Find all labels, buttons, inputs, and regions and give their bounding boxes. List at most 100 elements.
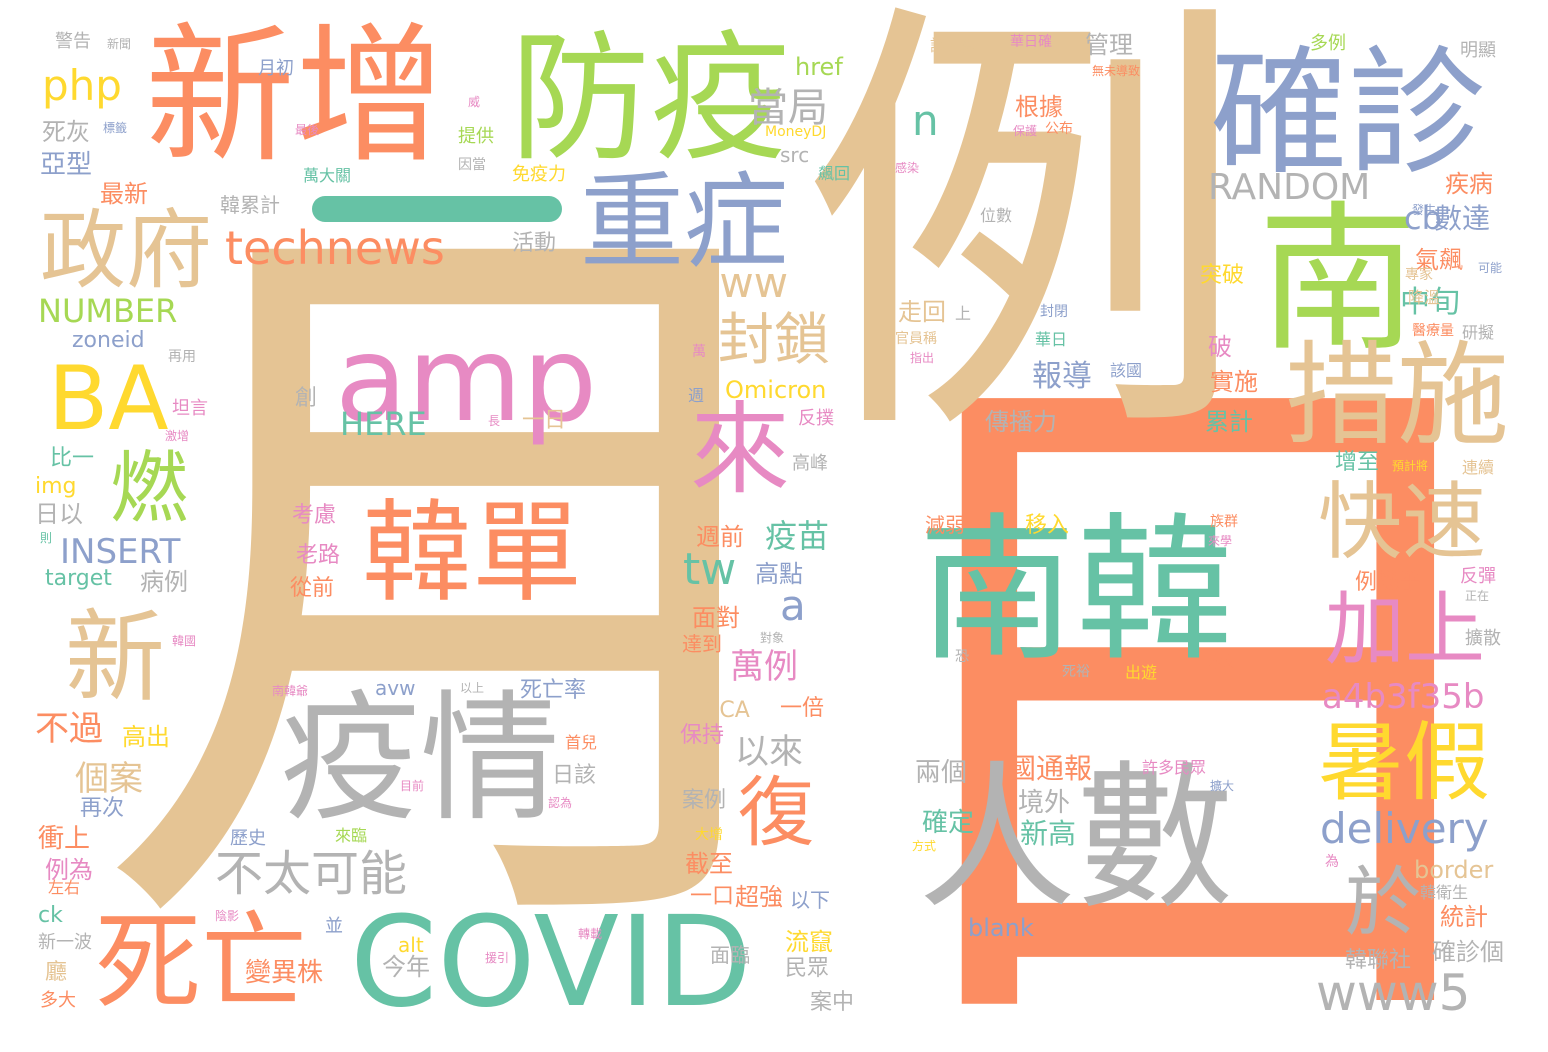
word-miandui: 面對 [692,604,740,632]
word-fasheng: 發生 [1412,203,1437,217]
word-guanli: 管理 [1085,31,1133,59]
word-yuanju: 援引 [485,951,510,965]
word-lishi: 歷史 [230,828,266,849]
word-zhengzai: 正在 [1465,589,1490,603]
word-cb: cb [1404,199,1442,237]
word-zengzhi: 增至 [1335,450,1380,475]
word-yindang: 因當 [458,157,486,173]
word-kaolv: 考慮 [292,503,337,528]
word-queding: 確定 [922,808,975,838]
word-siwang: 死亡 [95,901,307,1024]
word-xingao: 新高 [1020,817,1077,850]
word-mingxian: 明顯 [1460,40,1496,61]
word-quezhen: 確診 [1210,33,1487,194]
word-yilai: 以來 [735,732,803,772]
word-chuanbo: 傳播力 [985,408,1057,436]
word-bingli: 病例 [140,568,188,596]
word-kuaisu: 快速 [1318,473,1487,571]
word-minzhong: 民眾 [785,956,830,981]
word-dazeng: 大增 [695,827,723,843]
word-huarique: 華日確 [1010,34,1052,50]
word-jiashang: 加上 [1325,583,1485,676]
word-duoli: 多例 [1310,33,1346,54]
word-a: a [780,581,806,630]
word-ganran: 感染 [895,161,920,175]
word-jiezhi: 截至 [685,850,733,878]
word-laolin: 來臨 [335,826,368,845]
word-shuda: 數達 [1434,202,1491,235]
word-hankeji: 韓累計 [220,193,280,217]
word-weiyi: 為 [1325,854,1339,870]
word-chuyou: 出遊 [1125,663,1158,682]
word-yiri: 一日 [522,408,567,433]
word-yiliao: 醫療量 [1412,323,1454,339]
word-mubiao: 目前 [400,779,425,793]
word-zaiyong: 再用 [168,349,196,365]
word-fu: 復 [738,768,814,857]
word-src: src [780,143,810,167]
word-siwanglv: 死亡率 [520,678,587,703]
word-technews: technews [225,221,445,275]
word-feng: 飆回 [818,164,851,183]
word-chaoqiang: 超強 [735,883,783,911]
word-target: target [45,566,112,591]
word-fengsuo: 封鎖 [718,308,830,373]
word-zhouqian: 週前 [696,523,744,551]
word-delivery: delivery [1320,804,1489,853]
word-www5: www5 [1316,964,1471,1022]
word-yaxing: 亞型 [40,150,93,180]
word-zuiqi: 最後 [295,123,320,137]
word-baochi: 保持 [680,723,725,748]
word-fanpu: 反撲 [798,408,834,429]
word-buguo: 不過 [35,709,103,749]
word-nanhan: 南韓 [918,499,1234,683]
word-wandaguan: 萬大關 [303,166,352,185]
word-nanhanyi: 南韓爺 [272,684,309,698]
word-quezhenge: 確診個 [1432,938,1504,966]
word-fantan: 反彈 [1460,566,1496,587]
word-zuixin: 最新 [100,180,148,208]
word-gaochu: 高出 [122,723,170,751]
word-xinwen: 新聞 [107,37,132,51]
word-li: 例 [800,0,1250,492]
word-jianruo: 減弱 [925,513,965,537]
word-zhuanjia: 專家 [1405,267,1433,283]
word-href: href [795,53,843,81]
word-yi [312,196,562,222]
word-gaiguo: 該國 [1110,361,1143,380]
word-zhongzheng: 重症 [580,161,789,283]
word-fengbi: 封閉 [1040,304,1068,320]
word-a4b: a4b3f35b [1322,677,1485,717]
word-bing: 並 [325,916,343,937]
word-kuoda: 擴大 [1210,779,1235,793]
word-xin: 新 [65,599,165,716]
word-renwei: 認為 [548,796,573,810]
word-jibing: 疾病 [1445,170,1493,198]
word-bianyizhu: 變異株 [245,958,324,988]
word-huari: 華日 [1035,330,1068,349]
word-www: www [685,258,789,307]
word-duoda: 多大 [40,990,76,1011]
word-gaodian: 高點 [755,560,803,588]
word-dangju: 當局 [748,85,828,131]
word-number: NUMBER [38,292,178,330]
word-zuqun: 族群 [1210,514,1238,530]
word-chongshang: 衝上 [38,824,91,854]
word-zhengfu: 政府 [40,201,212,301]
word-yiwai: 以上 [460,681,485,695]
word-geans: 個案 [75,759,143,799]
word-ri: 日 [835,286,1548,1052]
word-mianyili: 免疫力 [512,164,566,185]
word-jiangdi: 降溫 [1408,288,1441,307]
word-jizeng: 激增 [165,429,190,443]
word-anli: 案例 [682,788,727,813]
word-covid: COVID [350,890,753,1035]
word-hanweisheng: 韓衛生 [1420,883,1469,902]
word-amp: amp [335,310,598,448]
word-xinzeng: 新增 [145,10,446,184]
word-ba: BA [48,347,169,450]
word-zhichu: 指出 [910,351,935,365]
word-tanyan: 坦言 [172,398,208,419]
word-zuoyou: 左右 [48,878,81,897]
word-tongji: 統計 [1440,903,1488,931]
